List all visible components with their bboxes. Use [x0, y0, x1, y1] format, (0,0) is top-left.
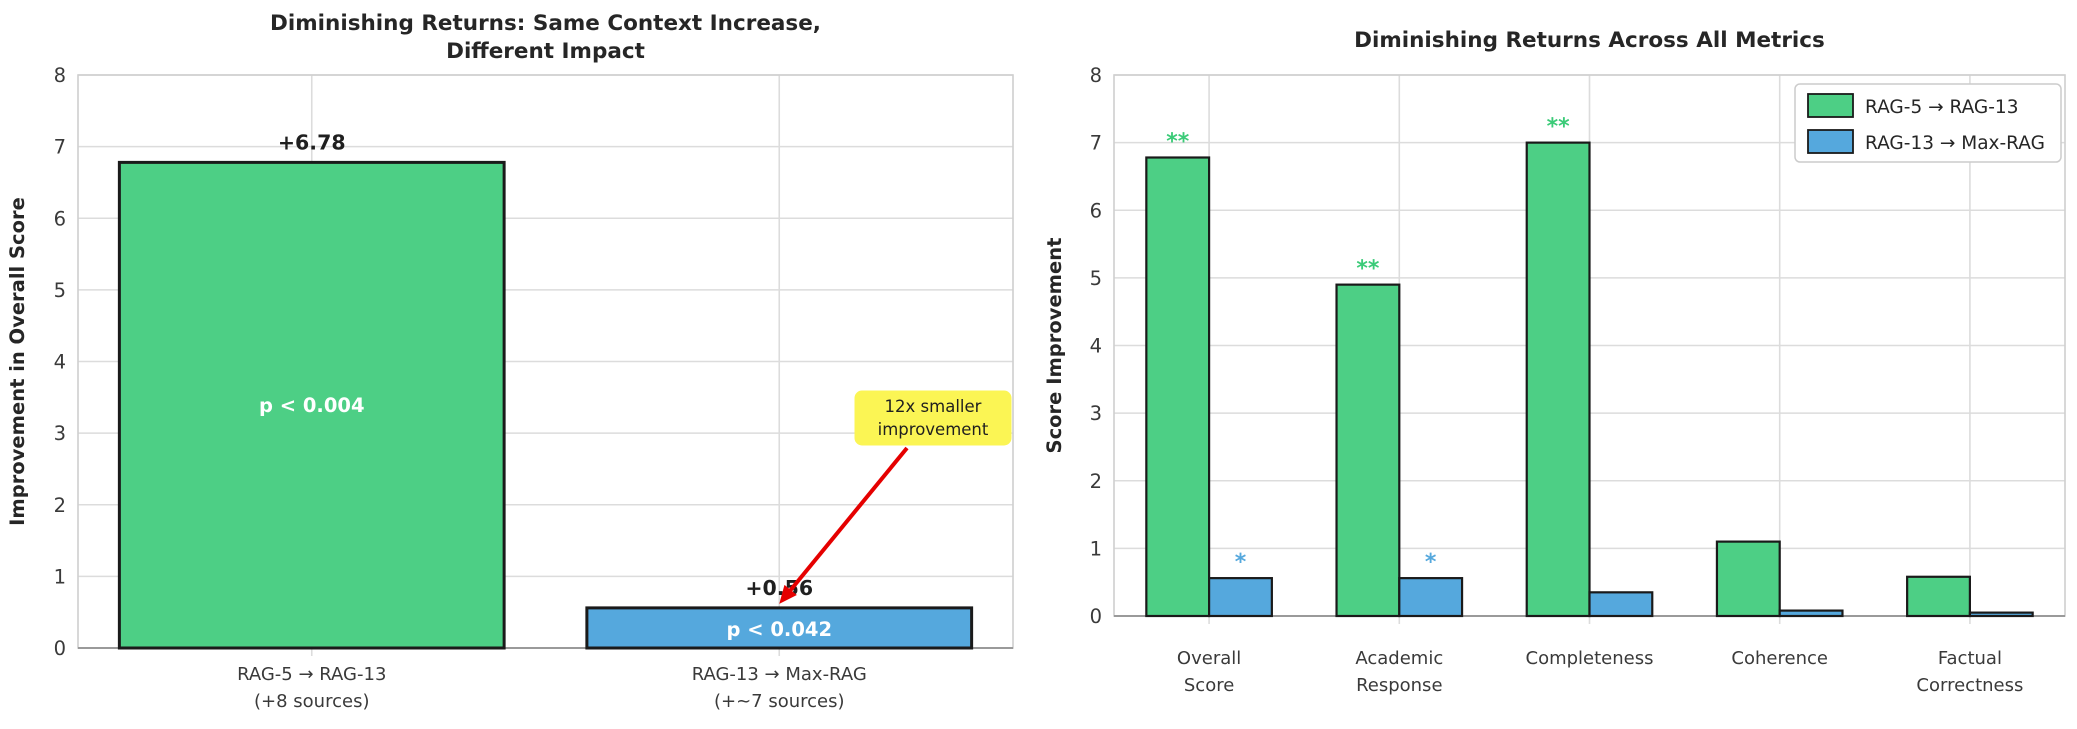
significance-marker: *: [1425, 550, 1437, 575]
x-tick-label: RAG-5 → RAG-13: [237, 664, 386, 685]
bar-blue-3: [1778, 609, 1844, 618]
y-tick-label: 2: [1090, 470, 1102, 493]
right-chart-panel: 0 1 2 3 4 5 6 7 8 Diminishing Returns Across All …: [1037, 0, 2077, 729]
legend-label: RAG-13 → Max-RAG: [1865, 133, 2045, 154]
x-tick-label: Completeness: [1526, 648, 1654, 669]
y-tick-label: 3: [1090, 402, 1102, 425]
annotation-box: [854, 390, 1012, 446]
legend-label: RAG-5 → RAG-13: [1865, 97, 2018, 118]
legend-box: [1794, 83, 2062, 163]
x-tick-label: Coherence: [1731, 648, 1828, 669]
p-value-label: p < 0.004: [259, 394, 365, 417]
bar-green-2: [1525, 141, 1591, 618]
y-tick-label: 4: [54, 351, 66, 374]
significance-marker: **: [1356, 257, 1380, 282]
x-tick-label: Correctness: [1916, 675, 2023, 696]
x-tick-label: Factual: [1938, 648, 2002, 669]
left-bar-chart: 0 1 2 3 4 5 6 7 8 Diminishing Returns: Same Conte…: [6, 11, 1014, 712]
bar-blue-0: [1208, 577, 1273, 618]
y-tick-label: 7: [54, 136, 66, 159]
bar-green-1: [1335, 283, 1401, 618]
y-tick-label: 7: [1090, 132, 1102, 155]
x-tick-label: (+8 sources): [254, 691, 369, 712]
x-tick-label: (+~7 sources): [714, 691, 845, 712]
annotation-text: 12x smaller: [885, 397, 982, 416]
bar-blue-4: [1968, 611, 2034, 618]
y-tick-label: 0: [54, 637, 66, 660]
y-tick-label: 6: [1090, 199, 1102, 222]
bar-value-label: +0.56: [745, 576, 813, 600]
bar-green-4: [1906, 575, 1971, 618]
bar-green-0: [1145, 156, 1211, 618]
left-chart-title: Different Impact: [446, 39, 645, 64]
annotation-arrow-head: [779, 584, 797, 604]
bar-value-label: +6.78: [278, 130, 346, 154]
left-chart-title: Diminishing Returns: Same Context Increa…: [270, 11, 821, 36]
p-value-label: p < 0.042: [726, 618, 832, 641]
y-tick-label: 4: [1090, 335, 1102, 358]
bar-green: [117, 160, 506, 650]
right-y-axis-label: Score Improvement: [1043, 238, 1066, 454]
legend-swatch-blue: [1807, 129, 1854, 154]
annotation-arrow-line: [783, 446, 909, 598]
x-tick-label: Academic: [1355, 648, 1443, 669]
bar-blue-2: [1588, 591, 1654, 618]
x-tick-label: Overall: [1177, 648, 1241, 669]
y-tick-label: 1: [54, 565, 66, 588]
y-tick-label: 0: [1090, 605, 1102, 628]
x-tick-label: Response: [1356, 675, 1442, 696]
x-tick-label: Score: [1184, 675, 1234, 696]
x-tick-label: RAG-13 → Max-RAG: [692, 664, 867, 685]
y-tick-label: 8: [1090, 64, 1102, 87]
right-grouped-bar-chart: 0 1 2 3 4 5 6 7 8 Diminishing Returns Across All …: [1043, 28, 2066, 696]
y-tick-label: 3: [54, 422, 66, 445]
bar-blue: [585, 606, 974, 650]
legend-swatch-green: [1807, 93, 1854, 118]
legend: RAG-5 → RAG-13 RAG-13 → Max-RAG: [1794, 83, 2062, 163]
y-tick-label: 6: [54, 207, 66, 230]
annotation-text: improvement: [878, 420, 989, 439]
y-tick-label: 1: [1090, 537, 1102, 560]
significance-marker: **: [1166, 130, 1190, 155]
right-chart-title: Diminishing Returns Across All Metrics: [1354, 28, 1825, 53]
y-tick-label: 2: [54, 494, 66, 517]
left-y-axis-label: Improvement in Overall Score: [6, 197, 29, 526]
bar-blue-1: [1398, 577, 1464, 618]
y-tick-label: 5: [54, 279, 66, 302]
y-tick-label: 5: [1090, 267, 1102, 290]
y-tick-label: 8: [54, 64, 66, 87]
bar-green-3: [1715, 540, 1781, 618]
left-chart-panel: 0 1 2 3 4 5 6 7 8 Diminishing Returns: Same Conte…: [6, 11, 1014, 712]
significance-marker: **: [1547, 115, 1571, 140]
significance-marker: *: [1235, 550, 1247, 575]
